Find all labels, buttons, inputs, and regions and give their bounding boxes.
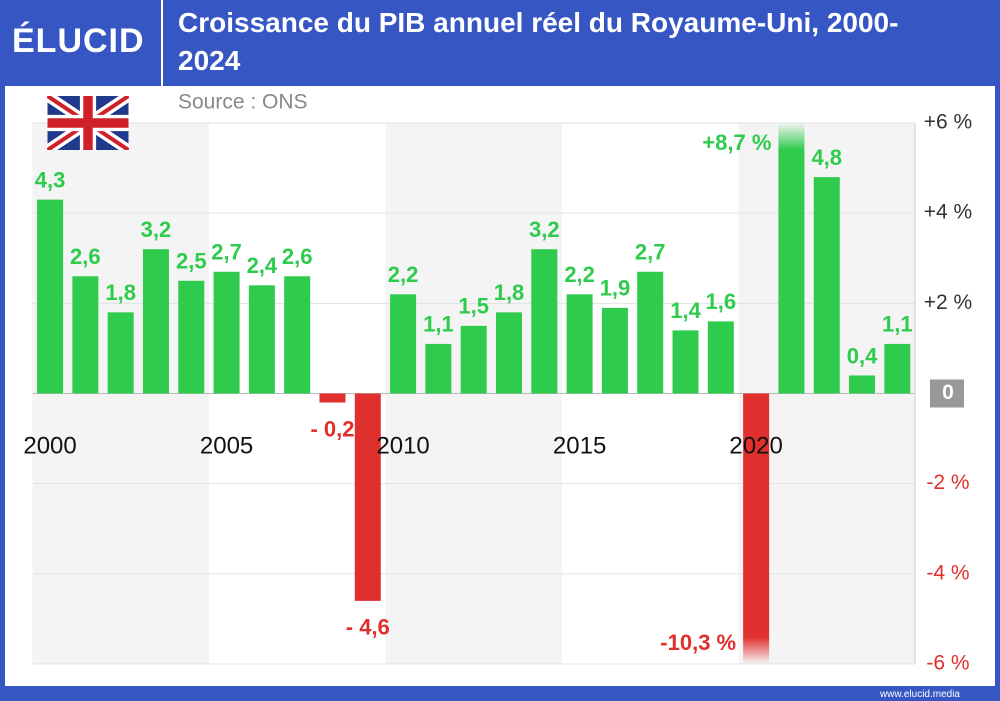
zero-box: [930, 379, 964, 408]
bar: [707, 321, 734, 394]
value-label: 2,2: [564, 262, 595, 287]
bar: [496, 312, 523, 394]
value-label: 2,7: [635, 240, 666, 265]
bar: [743, 393, 770, 664]
y-tick-label: -6 %: [926, 652, 969, 675]
bar: [37, 199, 64, 394]
value-label: 3,2: [141, 217, 172, 242]
bar: [884, 343, 911, 394]
bars: [37, 123, 911, 664]
value-label: - 4,6: [346, 615, 390, 640]
website: www.elucid.media: [879, 689, 960, 700]
value-label: 1,5: [458, 294, 489, 319]
x-tick-label: 2020: [729, 432, 782, 459]
value-label: 2,6: [70, 244, 101, 269]
value-label: 2,2: [388, 262, 419, 287]
value-label: +8,7 %: [702, 130, 771, 155]
bar: [284, 276, 311, 394]
value-label: 1,6: [706, 289, 737, 314]
chart-title: Croissance du PIB annuel réel du Royaume…: [178, 7, 899, 76]
value-label: 1,9: [600, 276, 631, 301]
y-tick-label: +6 %: [924, 111, 972, 134]
y-tick-label: +2 %: [924, 291, 972, 314]
bar: [849, 375, 876, 394]
y-tick-label: -2 %: [926, 471, 969, 494]
value-label: 1,1: [882, 312, 913, 337]
bar: [248, 285, 275, 394]
bar: [813, 177, 840, 394]
bar: [390, 294, 417, 394]
bar: [319, 393, 346, 403]
bar: [142, 249, 169, 394]
bar: [566, 294, 593, 394]
bar: [637, 271, 664, 394]
value-label: 1,4: [670, 298, 701, 323]
value-label: 1,8: [494, 280, 525, 305]
value-label: 0,4: [847, 343, 878, 368]
bar: [425, 343, 452, 394]
x-tick-label: 2005: [200, 432, 253, 459]
x-tick-label: 2000: [23, 432, 76, 459]
y-tick-label: +4 %: [924, 201, 972, 224]
bar: [354, 393, 381, 601]
bar: [531, 249, 558, 394]
x-tick-label: 2010: [376, 432, 429, 459]
bar: [107, 312, 134, 394]
y-tick-label: 0: [942, 381, 954, 404]
bar: [72, 276, 99, 394]
y-tick-label: -4 %: [926, 561, 969, 584]
divider: [161, 0, 163, 86]
value-label: 2,7: [211, 240, 242, 265]
bar: [601, 307, 628, 394]
brand: ÉLUCID: [12, 22, 145, 60]
bar: [460, 325, 487, 394]
value-label: 1,1: [423, 312, 454, 337]
value-label: - 0,2: [310, 416, 354, 441]
value-label: -10,3 %: [660, 630, 736, 655]
x-tick-label: 2015: [553, 432, 606, 459]
value-label: 4,8: [811, 145, 842, 170]
bar: [672, 330, 699, 394]
subtitle: Source : ONS: [178, 91, 308, 114]
flag: [47, 96, 129, 150]
value-label: 2,5: [176, 249, 207, 274]
bar: [778, 123, 805, 394]
value-label: 4,3: [35, 167, 66, 192]
value-label: 2,6: [282, 244, 313, 269]
bar: [213, 271, 240, 394]
bar: [178, 280, 205, 394]
header: ÉLUCID Croissance du PIB annuel réel du …: [0, 0, 1000, 86]
value-label: 2,4: [247, 253, 278, 278]
value-label: 3,2: [529, 217, 560, 242]
value-label: 1,8: [105, 280, 136, 305]
